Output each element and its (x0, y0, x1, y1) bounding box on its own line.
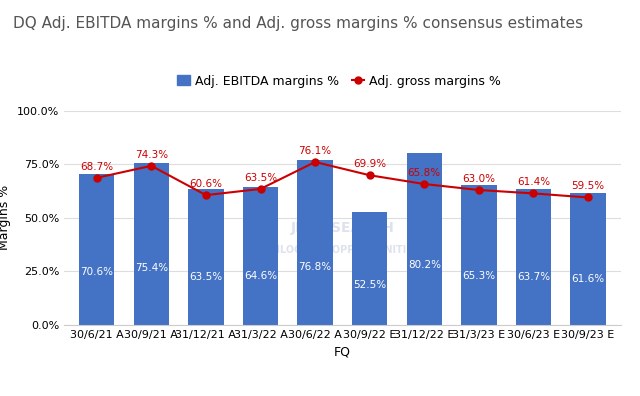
Text: UNLOCKING OPPORTUNITIES: UNLOCKING OPPORTUNITIES (264, 245, 420, 255)
Bar (516, 188, 551, 325)
Text: 63.5%: 63.5% (189, 272, 223, 282)
Bar (79, 174, 115, 325)
Text: 61.6%: 61.6% (572, 274, 605, 284)
Text: 65.3%: 65.3% (462, 271, 495, 281)
Bar (298, 160, 333, 325)
Text: 68.7%: 68.7% (80, 162, 113, 172)
Y-axis label: Margins %: Margins % (0, 185, 12, 250)
Text: 76.1%: 76.1% (298, 146, 332, 156)
Text: 63.5%: 63.5% (244, 173, 277, 183)
Text: 69.9%: 69.9% (353, 159, 387, 169)
Text: 70.6%: 70.6% (80, 267, 113, 277)
Text: 74.3%: 74.3% (135, 150, 168, 160)
Text: 52.5%: 52.5% (353, 280, 387, 290)
Text: 60.6%: 60.6% (189, 179, 223, 189)
Text: 65.8%: 65.8% (408, 168, 441, 178)
Bar (352, 212, 387, 325)
Legend: Adj. EBITDA margins %, Adj. gross margins %: Adj. EBITDA margins %, Adj. gross margin… (172, 70, 506, 93)
Text: 63.7%: 63.7% (517, 272, 550, 282)
Bar (243, 187, 278, 325)
X-axis label: FQ: FQ (334, 345, 351, 358)
Text: 75.4%: 75.4% (135, 263, 168, 273)
Bar (461, 185, 497, 325)
Text: 61.4%: 61.4% (517, 177, 550, 187)
Text: DQ Adj. EBITDA margins % and Adj. gross margins % consensus estimates: DQ Adj. EBITDA margins % and Adj. gross … (13, 16, 583, 31)
Bar (134, 164, 169, 325)
Bar (406, 153, 442, 325)
Bar (188, 189, 223, 325)
Bar (570, 193, 606, 325)
Text: 64.6%: 64.6% (244, 271, 277, 282)
Text: 80.2%: 80.2% (408, 260, 441, 270)
Text: JR RESEARCH: JR RESEARCH (291, 221, 394, 236)
Text: 59.5%: 59.5% (572, 181, 605, 192)
Text: 76.8%: 76.8% (298, 262, 332, 272)
Text: 63.0%: 63.0% (462, 174, 495, 184)
